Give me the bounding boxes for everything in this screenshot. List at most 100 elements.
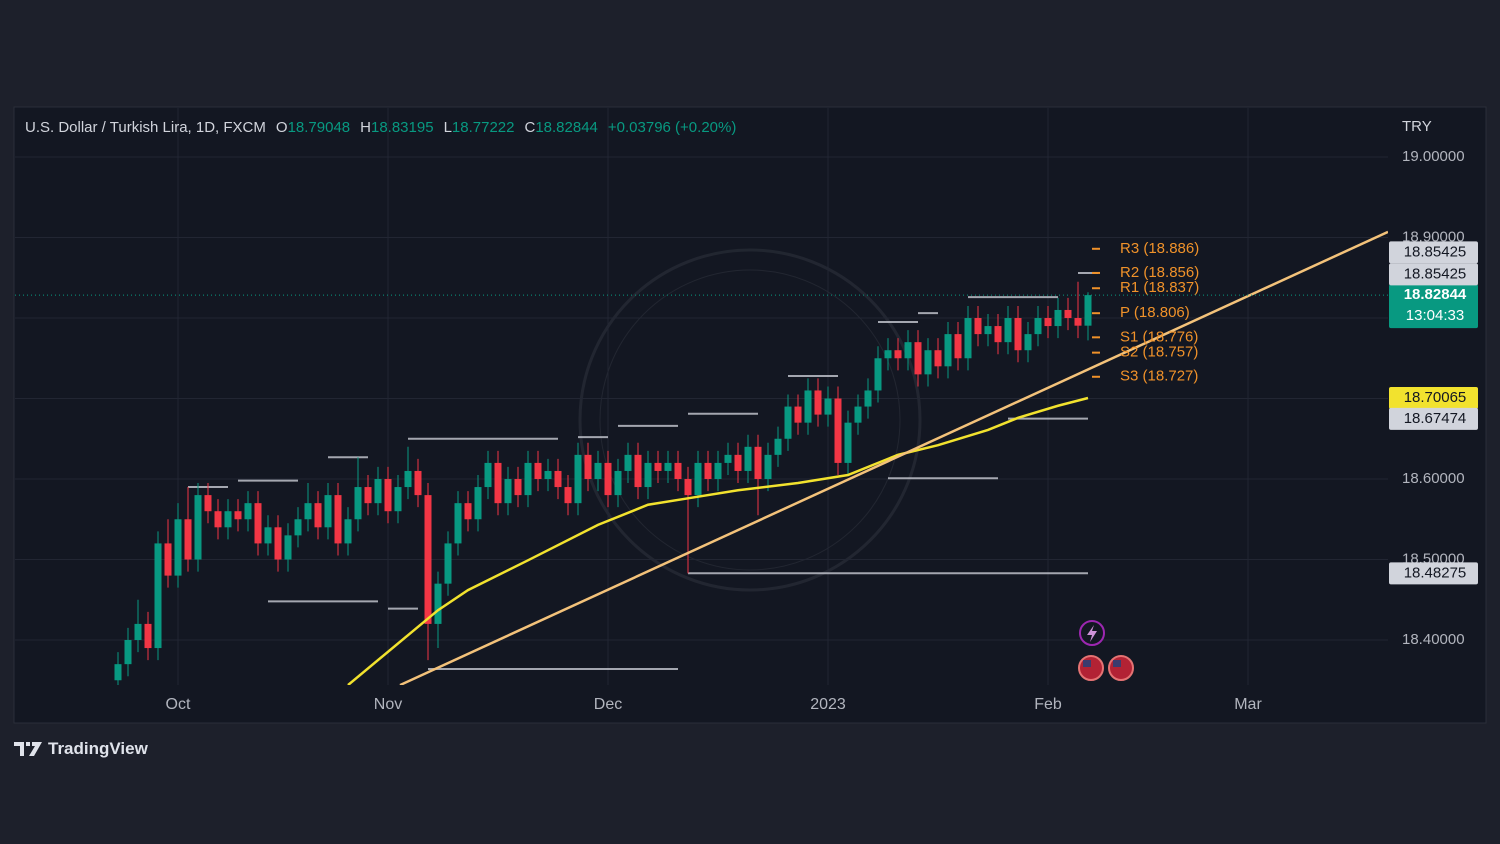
brand: TradingView bbox=[14, 739, 148, 759]
candle-body bbox=[694, 462, 702, 496]
candle-body bbox=[284, 535, 292, 560]
price-label-box bbox=[1389, 386, 1478, 409]
candle-body bbox=[254, 503, 262, 544]
candle-body bbox=[724, 454, 732, 463]
x-tick-label: Feb bbox=[1034, 696, 1062, 713]
ohlc-label: O bbox=[275, 119, 288, 136]
price-label: 18.85425 bbox=[1404, 265, 1467, 282]
moving-average bbox=[347, 396, 1089, 685]
x-tick-label: Mar bbox=[1234, 696, 1262, 713]
ohlc-value: 18.83195 bbox=[370, 119, 434, 136]
price-label: 18.85425 bbox=[1404, 243, 1467, 260]
brand-logo bbox=[14, 742, 42, 756]
candle-body bbox=[1034, 318, 1042, 335]
candle-body bbox=[314, 503, 322, 528]
watermarks bbox=[578, 248, 922, 592]
pivot-label: P (18.806) bbox=[1120, 304, 1190, 321]
candle-body bbox=[364, 487, 372, 504]
candle-body bbox=[494, 462, 502, 504]
price-label-box bbox=[1389, 241, 1478, 264]
candle-body bbox=[444, 543, 452, 584]
candle-body bbox=[304, 503, 312, 520]
price-axis: 19.0000018.9000018.8000018.7000018.60000… bbox=[166, 118, 1478, 713]
candle-body bbox=[134, 623, 142, 641]
candle-body bbox=[674, 462, 682, 480]
event-icons[interactable] bbox=[1078, 620, 1134, 681]
candle-body bbox=[424, 495, 432, 624]
candle-body bbox=[974, 318, 982, 335]
currency-label: TRY bbox=[1402, 118, 1432, 135]
candle-body bbox=[614, 470, 622, 496]
candle-body bbox=[374, 479, 382, 504]
candle-body bbox=[634, 454, 642, 488]
candle-body bbox=[994, 326, 1002, 343]
y-tick-label: 19.00000 bbox=[1402, 148, 1465, 165]
candle-body bbox=[544, 470, 552, 480]
candle-body bbox=[954, 334, 962, 359]
candle-body bbox=[234, 511, 242, 520]
candle-body bbox=[534, 462, 542, 480]
candle-body bbox=[764, 454, 772, 480]
candle-body bbox=[204, 495, 212, 512]
pivot-label: S3 (18.727) bbox=[1120, 368, 1198, 385]
pivot-label: S1 (18.776) bbox=[1120, 328, 1198, 345]
candle-body bbox=[344, 519, 352, 544]
candle-body bbox=[1044, 318, 1052, 327]
countdown-label: 13:04:33 bbox=[1406, 307, 1464, 324]
candle-body bbox=[384, 479, 392, 512]
price-label-box bbox=[1389, 562, 1478, 585]
candle-body bbox=[864, 390, 872, 407]
plot-area: R3 (18.886) R2 (18.856)R1 (18.837) P (18.8… bbox=[15, 230, 1388, 685]
candle-body bbox=[174, 519, 182, 576]
candle-body bbox=[194, 495, 202, 560]
candle-body bbox=[684, 479, 692, 496]
ohlc-label: C bbox=[524, 119, 536, 136]
candle-body bbox=[844, 422, 852, 463]
candle-body bbox=[744, 446, 752, 471]
candle-body bbox=[454, 503, 462, 544]
candle-body bbox=[264, 527, 272, 544]
candle-body bbox=[114, 664, 122, 681]
chart-panel bbox=[13, 106, 1487, 724]
candle-body bbox=[554, 470, 562, 488]
x-tick-label: Nov bbox=[374, 696, 402, 713]
candle-body bbox=[774, 438, 782, 455]
candle-body bbox=[804, 390, 812, 423]
candle-body bbox=[404, 470, 412, 488]
candle-body bbox=[1004, 318, 1012, 343]
candle-body bbox=[414, 470, 422, 496]
candle-body bbox=[704, 462, 712, 480]
y-tick-label: 18.60000 bbox=[1402, 470, 1465, 487]
pivot-label: R1 (18.837) bbox=[1120, 279, 1199, 296]
candle-body bbox=[474, 487, 482, 520]
us-flag-icon[interactable] bbox=[1108, 655, 1134, 681]
candle-body bbox=[594, 462, 602, 480]
x-tick-label: Oct bbox=[166, 696, 191, 713]
change-label: +0.03796 (+0.20%) bbox=[607, 119, 737, 136]
candle-body bbox=[814, 390, 822, 415]
candle-body bbox=[294, 519, 302, 536]
price-label-box bbox=[1389, 263, 1478, 286]
candle-body bbox=[874, 358, 882, 391]
candle-body bbox=[754, 446, 762, 480]
candle-body bbox=[914, 342, 922, 375]
candle-body bbox=[274, 527, 282, 560]
candle-body bbox=[464, 503, 472, 520]
candle-body bbox=[584, 454, 592, 480]
candle-body bbox=[154, 543, 162, 649]
pivot-label: R3 (18.886) bbox=[1120, 240, 1199, 257]
candle-body bbox=[904, 342, 912, 359]
candle-body bbox=[1084, 295, 1092, 326]
candle-body bbox=[824, 398, 832, 415]
candle-body bbox=[714, 462, 722, 480]
candle-body bbox=[654, 462, 662, 471]
candle-body bbox=[834, 398, 842, 463]
candle-body bbox=[854, 406, 862, 423]
us-flag-icon[interactable] bbox=[1078, 655, 1104, 681]
candle-body bbox=[244, 503, 252, 520]
ohlc-label: L bbox=[443, 119, 452, 136]
candle-body bbox=[884, 350, 892, 359]
ohlc-value: 18.77222 bbox=[451, 119, 515, 136]
price-label-box bbox=[1389, 284, 1478, 329]
